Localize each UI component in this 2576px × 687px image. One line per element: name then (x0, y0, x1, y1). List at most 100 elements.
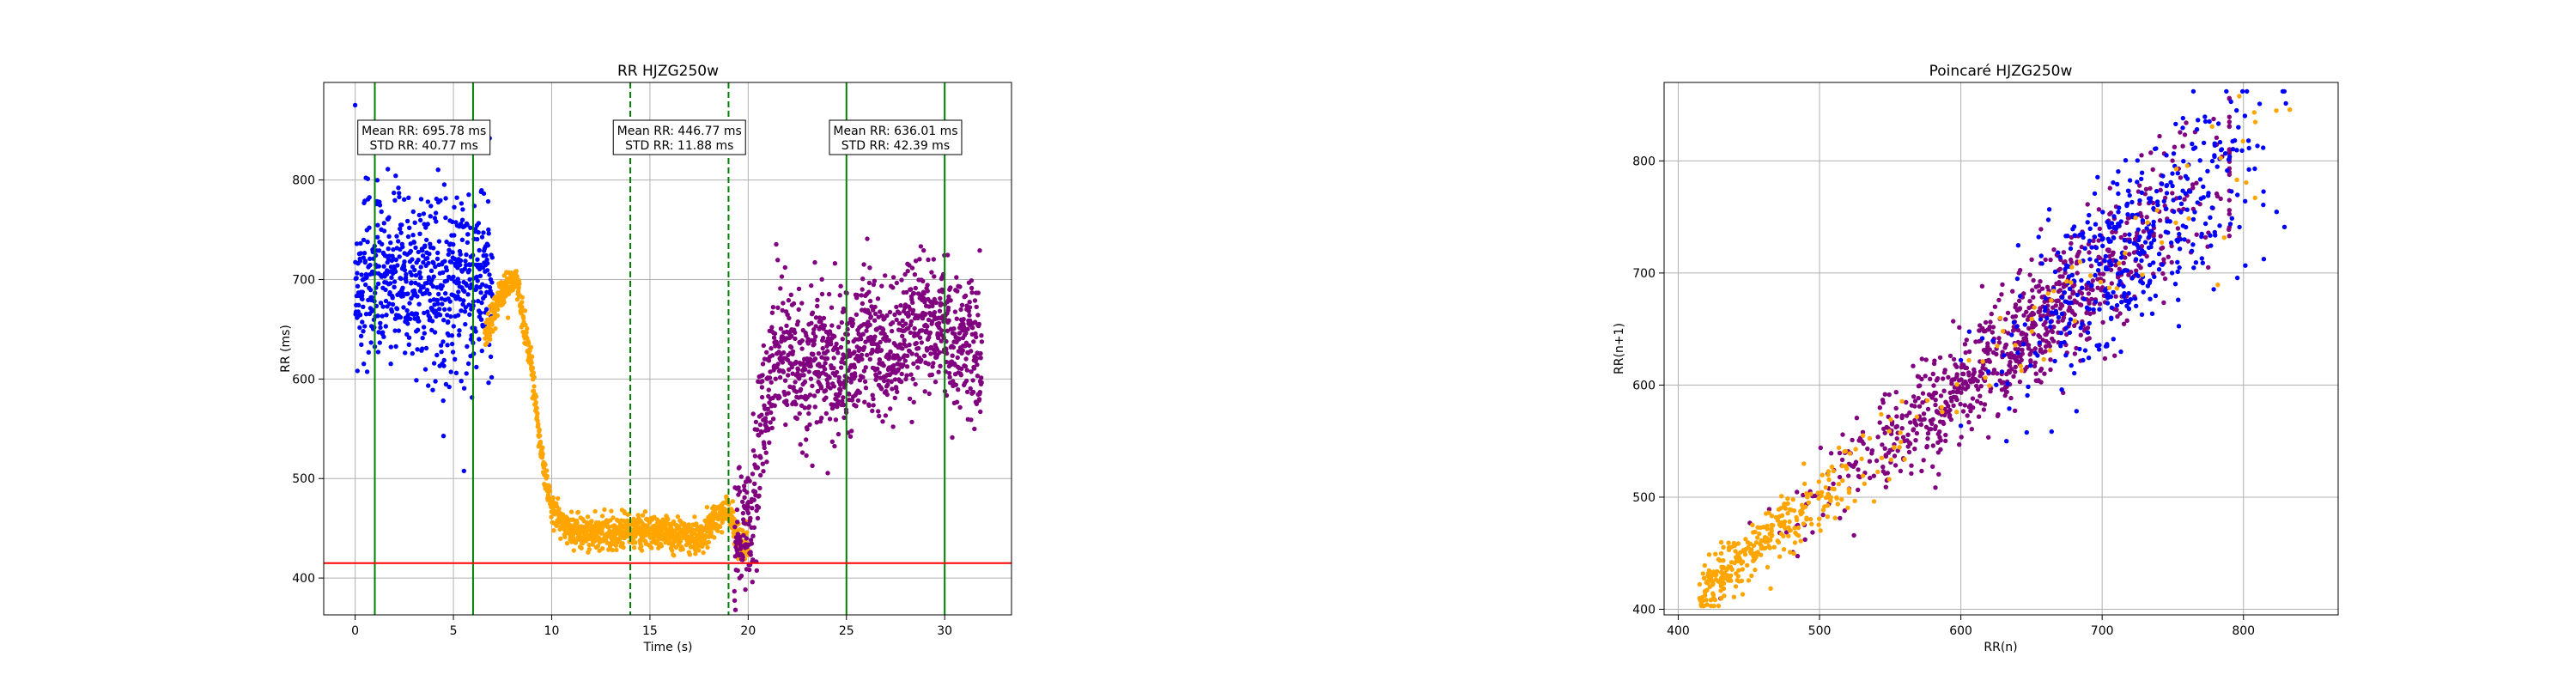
poincare-point-orange (1753, 567, 1758, 573)
rr-point-orange (640, 513, 646, 518)
rr-point-purple (750, 533, 756, 538)
poincare-point-orange (1792, 540, 1798, 545)
rr-point-purple (779, 274, 785, 279)
rr-point-purple (732, 598, 738, 603)
poincare-point-purple (2150, 167, 2155, 173)
poincare-point-blue (2190, 216, 2196, 222)
poincare-point-purple (1850, 437, 1855, 443)
rr-point-purple (950, 353, 955, 358)
poincare-point-purple (2185, 239, 2191, 244)
poincare-point-purple (2010, 314, 2015, 319)
poincare-point-purple (2227, 198, 2232, 203)
poincare-point-blue (2119, 300, 2124, 305)
poincare-point-blue (2139, 170, 2145, 175)
poincare-point-purple (2227, 119, 2232, 125)
rr-point-purple (828, 386, 833, 391)
rr-point-blue (406, 335, 412, 340)
rr-point-orange (558, 536, 563, 541)
rr-point-purple (892, 312, 897, 318)
poincare-point-orange (1822, 504, 1827, 509)
rr-point-purple (806, 369, 811, 374)
rr-point-blue (461, 468, 466, 474)
poincare-point-purple (1929, 421, 1935, 426)
rr-point-purple (791, 301, 797, 307)
poincare-point-blue (2116, 191, 2121, 197)
poincare-x-tick-label: 600 (1949, 624, 1972, 638)
rr-point-blue (398, 276, 404, 282)
rr-point-purple (926, 317, 932, 323)
rr-point-blue (446, 332, 452, 338)
rr-point-purple (904, 364, 910, 369)
rr-point-purple (755, 427, 760, 432)
poincare-point-orange (1728, 578, 1734, 583)
rr-point-purple (957, 404, 963, 410)
poincare-point-blue (2180, 188, 2185, 193)
rr-point-purple (975, 362, 980, 368)
poincare-point-purple (1969, 427, 1974, 432)
poincare-y-tick-label: 700 (1632, 267, 1656, 281)
rr-point-purple (862, 379, 868, 385)
poincare-point-orange (1776, 539, 1782, 545)
rr-point-purple (938, 363, 943, 368)
poincare-point-blue (2058, 344, 2063, 349)
rr-point-purple (750, 557, 756, 562)
rr-point-blue (474, 284, 479, 289)
poincare-point-orange (1888, 416, 1893, 423)
poincare-point-orange (1840, 478, 1845, 483)
poincare-point-purple (2180, 143, 2185, 149)
rr-point-orange (642, 509, 648, 514)
rr-point-orange (621, 544, 626, 550)
rr-point-blue (396, 239, 401, 244)
poincare-point-orange (1722, 593, 1727, 599)
poincare-point-blue (2093, 258, 2099, 264)
rr-point-purple (819, 277, 824, 282)
poincare-point-orange (1745, 540, 1751, 545)
rr-point-purple (841, 415, 847, 420)
poincare-point-purple (1856, 473, 1862, 479)
poincare-point-blue (2175, 259, 2180, 264)
rr-point-blue (433, 379, 438, 384)
poincare-point-blue (2166, 230, 2171, 235)
rr-point-blue (410, 209, 416, 215)
poincare-point-blue (2089, 283, 2094, 289)
poincare-point-purple (1999, 292, 2004, 297)
poincare-point-purple (1912, 398, 1918, 404)
rr-point-blue (376, 264, 381, 269)
poincare-point-blue (2281, 88, 2287, 94)
poincare-point-orange (1801, 521, 1807, 526)
rr-point-blue (386, 215, 392, 220)
poincare-y-tick-label: 800 (1632, 155, 1656, 168)
poincare-point-orange (1794, 532, 1799, 537)
rr-point-purple (919, 357, 924, 362)
rr-point-purple (789, 364, 794, 370)
poincare-point-blue (2116, 169, 2121, 174)
poincare-point-blue (2063, 325, 2069, 331)
poincare-point-purple (1995, 371, 2000, 376)
poincare-point-blue (2072, 233, 2077, 238)
rr-point-blue (456, 332, 462, 337)
rr-point-purple (920, 278, 926, 284)
rr-point-purple (963, 293, 969, 299)
poincare-point-orange (1766, 510, 1771, 515)
rr-point-purple (862, 399, 867, 404)
poincare-point-blue (2052, 358, 2057, 364)
poincare-point-purple (2011, 374, 2016, 379)
rr-point-purple (892, 395, 898, 401)
poincare-point-orange (1785, 511, 1790, 516)
poincare-point-orange (1786, 533, 1791, 538)
rr-point-blue (440, 434, 447, 439)
poincare-point-orange (1778, 531, 1784, 537)
rr-point-blue (406, 195, 411, 200)
rr-point-purple (905, 353, 910, 358)
rr-point-purple (958, 373, 964, 378)
rr-point-blue (402, 267, 408, 273)
poincare-point-purple (2108, 210, 2113, 216)
rr-point-blue (431, 246, 436, 251)
rr-point-orange (718, 514, 723, 520)
poincare-point-blue (2028, 363, 2033, 368)
poincare-point-purple (2141, 228, 2147, 234)
poincare-point-purple (1983, 319, 1989, 325)
rr-point-purple (870, 347, 875, 353)
rr-point-orange (645, 523, 650, 529)
